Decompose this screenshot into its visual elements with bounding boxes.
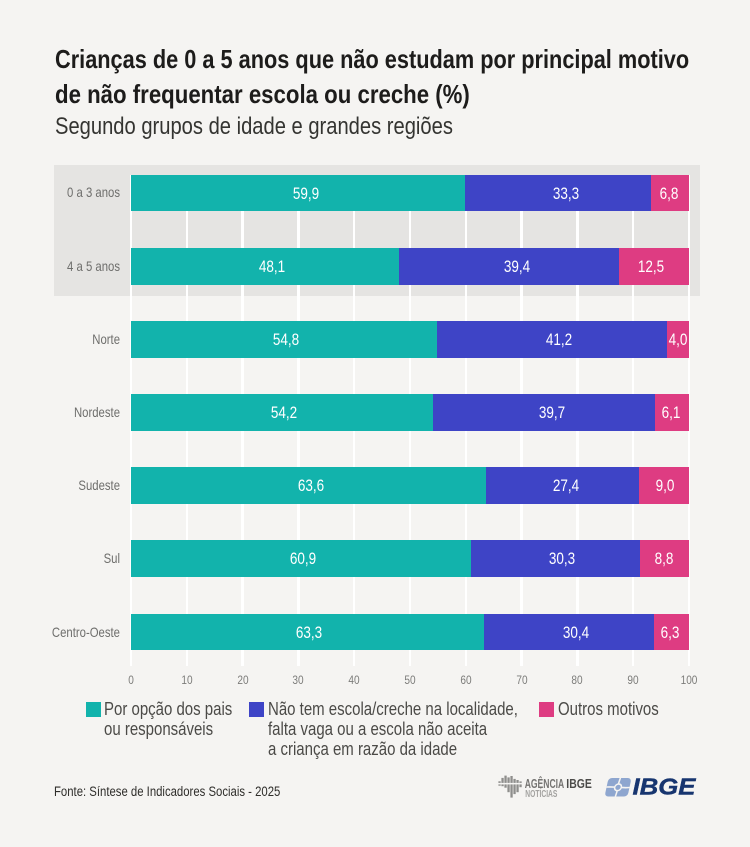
svg-text:IBGE: IBGE bbox=[633, 774, 697, 800]
svg-text:AGÊNCIA: AGÊNCIA bbox=[525, 776, 565, 791]
svg-text:IBGE: IBGE bbox=[566, 777, 592, 791]
svg-text:NOTÍCIAS: NOTÍCIAS bbox=[525, 787, 557, 799]
